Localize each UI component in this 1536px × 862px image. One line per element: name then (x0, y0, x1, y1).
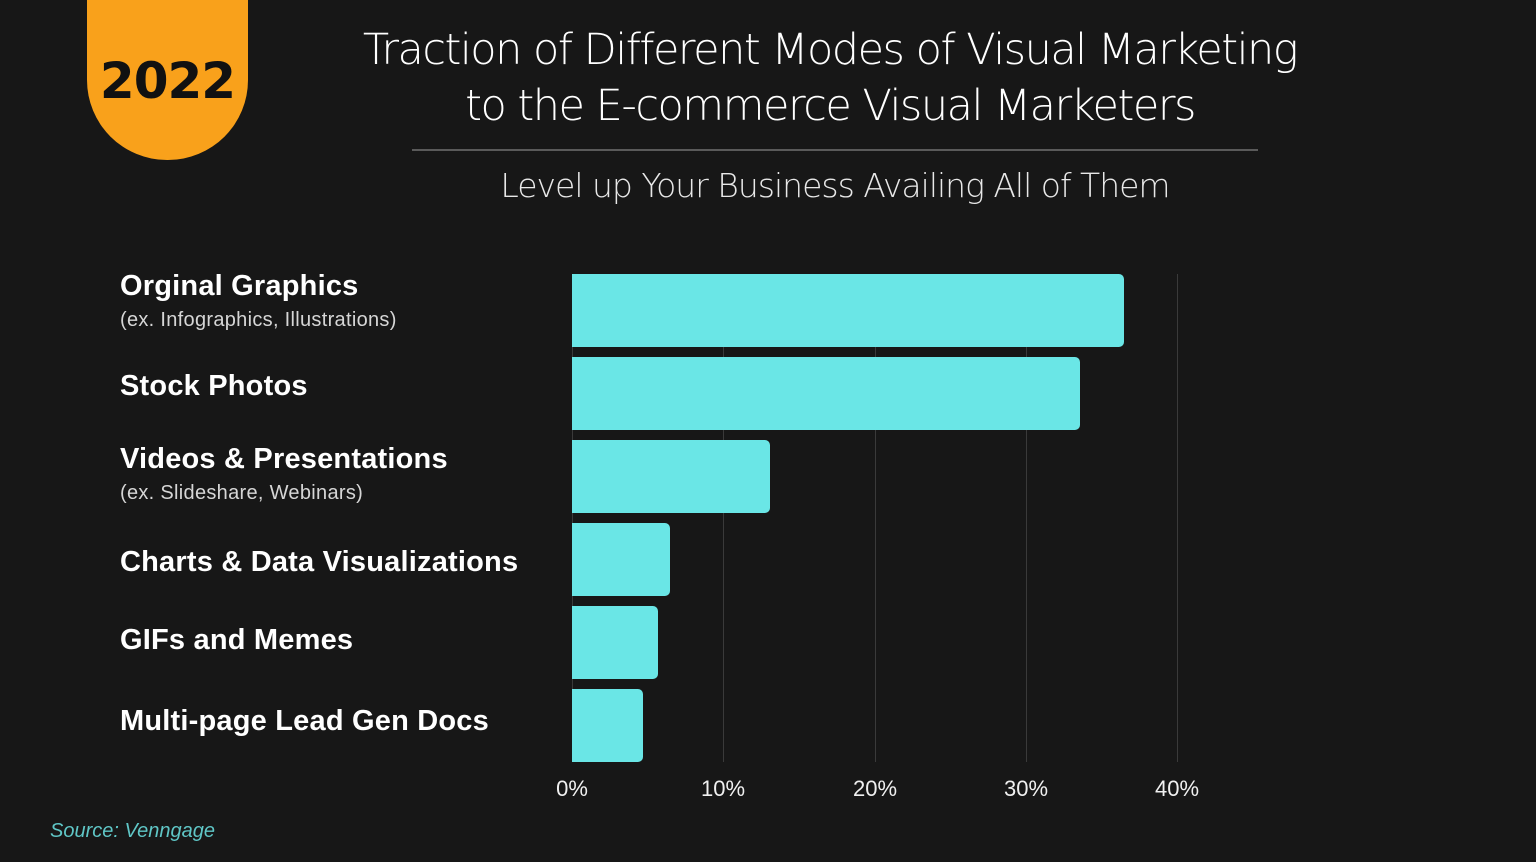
x-tick-10: 10% (700, 776, 746, 801)
category-label-original-graphics: Orginal Graphics (ex. Infographics, Illu… (120, 270, 397, 332)
category-title: GIFs and Memes (120, 624, 354, 656)
category-label-gifs-memes: GIFs and Memes (120, 624, 353, 657)
x-tick-0: 0% (556, 776, 588, 801)
chart-title: Traction of Different Modes of Visual Ma… (330, 22, 1330, 134)
category-subtitle: (ex. Slideshare, Webinars) (120, 482, 364, 504)
gridline-40 (1177, 274, 1178, 762)
category-label-stock-photos: Stock Photos (120, 370, 308, 403)
gridline-20 (875, 274, 876, 762)
year-label: 2022 (99, 52, 236, 110)
category-title: Charts & Data Visualizations (120, 546, 519, 578)
source-credit: Source: Venngage (50, 820, 215, 842)
gridline-10 (723, 274, 724, 762)
x-tick-40: 40% (1154, 776, 1200, 801)
bar-lead-gen-docs (572, 689, 644, 762)
x-tick-20: 20% (852, 776, 898, 801)
gridline-30 (1026, 274, 1027, 762)
bar-charts-data-viz (572, 523, 671, 596)
category-subtitle: (ex. Infographics, Illustrations) (120, 309, 397, 331)
category-label-lead-gen-docs: Multi-page Lead Gen Docs (120, 705, 489, 738)
gridline-0 (572, 274, 573, 762)
x-tick-30: 30% (1003, 776, 1049, 801)
chart-subtitle: Level up Your Business Availing All of T… (500, 166, 1170, 205)
category-label-charts-data-viz: Charts & Data Visualizations (120, 546, 518, 579)
bar-gifs-memes (572, 606, 659, 679)
category-title: Stock Photos (120, 370, 308, 402)
title-line-2: to the E-commerce Visual Marketers (465, 81, 1196, 131)
bar-stock-photos (572, 357, 1081, 430)
title-divider (412, 149, 1258, 151)
category-title: Orginal Graphics (120, 270, 359, 302)
category-title: Videos & Presentations (120, 443, 448, 475)
category-label-videos-presentations: Videos & Presentations (ex. Slideshare, … (120, 443, 448, 505)
bar-videos-presentations (572, 440, 771, 513)
year-badge: 2022 (87, 0, 248, 160)
title-line-1: Traction of Different Modes of Visual Ma… (362, 25, 1299, 75)
bar-original-graphics (572, 274, 1125, 347)
category-title: Multi-page Lead Gen Docs (120, 705, 489, 737)
